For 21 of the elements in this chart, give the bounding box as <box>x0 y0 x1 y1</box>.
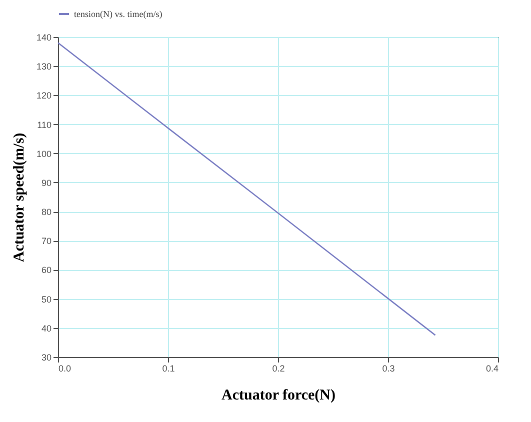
x-tick-label: 0.1 <box>162 364 175 374</box>
x-tick-label: 0.0 <box>58 364 72 374</box>
line-series <box>58 42 436 336</box>
y-tick-label: 130 <box>36 62 52 72</box>
x-tick-label: 0.4 <box>486 364 498 374</box>
y-tick-label: 140 <box>36 32 52 42</box>
y-tick-label: 110 <box>37 120 52 130</box>
x-tick-label: 0.3 <box>382 364 395 374</box>
y-tick-label: 90 <box>41 178 52 188</box>
legend-label: tension(N) vs. time(m/s) <box>74 9 162 19</box>
y-tick-label: 80 <box>41 207 52 218</box>
y-axis-title: Actuator speed(m/s) <box>11 132 28 262</box>
y-tick-label: 60 <box>41 265 52 276</box>
x-tick-label: 0.2 <box>272 364 285 374</box>
y-tick-label: 100 <box>36 148 52 159</box>
x-axis-title: Actuator force(N) <box>222 388 336 404</box>
y-tick-label: 70 <box>41 236 52 246</box>
y-tick-label: 30 <box>41 352 52 362</box>
y-tick-label: 120 <box>36 90 52 101</box>
y-tick-label: 40 <box>41 323 52 334</box>
y-tick-label: 50 <box>41 294 52 304</box>
